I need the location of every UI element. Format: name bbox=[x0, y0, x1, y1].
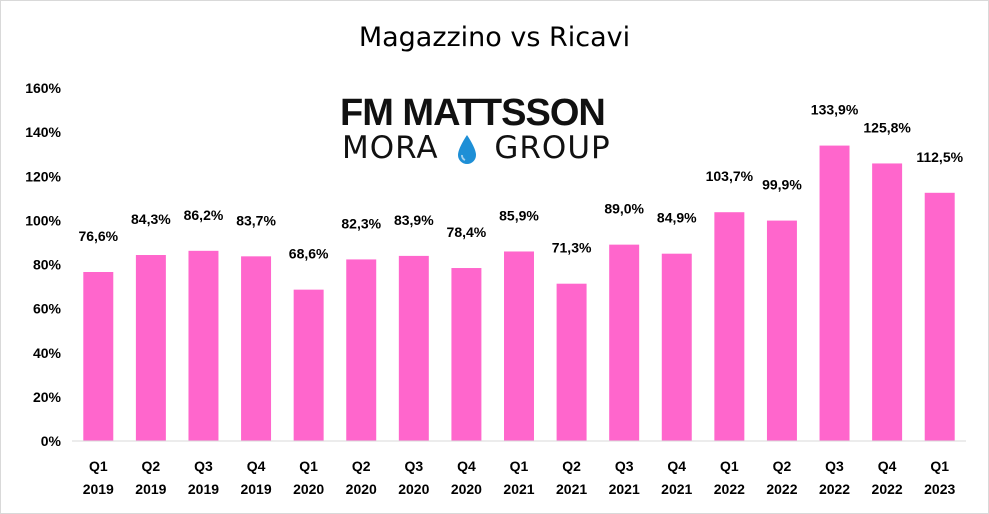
x-tick-label-quarter: Q4 bbox=[457, 458, 476, 474]
bar bbox=[872, 163, 903, 442]
bar bbox=[188, 250, 219, 441]
x-tick-label-quarter: Q3 bbox=[194, 458, 213, 474]
bar bbox=[241, 256, 272, 441]
bar bbox=[556, 283, 587, 441]
bar bbox=[293, 289, 324, 441]
x-tick-label-year: 2020 bbox=[346, 481, 377, 497]
y-tick-label: 100% bbox=[25, 212, 61, 228]
bar bbox=[924, 192, 955, 441]
x-tick-label-year: 2020 bbox=[451, 481, 482, 497]
logo-wordmark-top: FM MATTSSON bbox=[340, 92, 606, 134]
x-tick-label-quarter: Q2 bbox=[562, 458, 581, 474]
data-label: 133,9% bbox=[811, 102, 859, 118]
bar bbox=[398, 255, 429, 441]
data-label: 82,3% bbox=[341, 215, 381, 231]
bar bbox=[346, 259, 377, 441]
y-tick-label: 60% bbox=[33, 301, 62, 317]
x-tick-label-year: 2022 bbox=[872, 481, 903, 497]
bar bbox=[609, 244, 640, 441]
bar bbox=[504, 251, 534, 441]
bar bbox=[661, 253, 692, 441]
x-tick-label-quarter: Q1 bbox=[299, 458, 318, 474]
data-label: 84,3% bbox=[131, 211, 171, 227]
data-label: 83,9% bbox=[394, 212, 434, 228]
bar bbox=[451, 268, 482, 441]
x-tick-label-year: 2021 bbox=[556, 481, 587, 497]
y-tick-label: 80% bbox=[33, 257, 62, 273]
x-tick-label-year: 2020 bbox=[293, 481, 324, 497]
x-tick-label-quarter: Q1 bbox=[930, 458, 949, 474]
bar bbox=[83, 272, 114, 441]
x-tick-label-quarter: Q4 bbox=[247, 458, 266, 474]
x-tick-label-year: 2021 bbox=[503, 481, 534, 497]
data-label: 78,4% bbox=[447, 224, 487, 240]
x-tick-label-quarter: Q1 bbox=[720, 458, 739, 474]
water-drop-icon bbox=[457, 134, 476, 164]
logo-word-left: MORA bbox=[342, 130, 439, 166]
data-label: 83,7% bbox=[236, 212, 276, 228]
y-tick-label: 0% bbox=[41, 433, 62, 449]
x-tick-label-year: 2019 bbox=[188, 481, 219, 497]
x-tick-label-quarter: Q2 bbox=[142, 458, 161, 474]
x-tick-label-year: 2021 bbox=[661, 481, 692, 497]
bar bbox=[714, 212, 745, 441]
x-tick-label-quarter: Q4 bbox=[878, 458, 897, 474]
y-tick-label: 120% bbox=[25, 168, 61, 184]
bar bbox=[766, 220, 797, 441]
y-tick-label: 20% bbox=[33, 389, 62, 405]
chart-title: Magazzino vs Ricavi bbox=[358, 22, 631, 53]
logo-wordmark-bottom: MORA GROUP bbox=[342, 130, 611, 166]
data-label: 125,8% bbox=[863, 119, 911, 135]
x-tick-label-quarter: Q2 bbox=[352, 458, 371, 474]
x-tick-label-year: 2021 bbox=[609, 481, 640, 497]
data-label: 112,5% bbox=[916, 149, 963, 165]
x-tick-label-quarter: Q4 bbox=[667, 458, 686, 474]
data-label: 68,6% bbox=[289, 246, 329, 262]
x-tick-label-quarter: Q2 bbox=[773, 458, 792, 474]
data-label: 103,7% bbox=[706, 168, 754, 184]
data-label: 71,3% bbox=[552, 240, 592, 256]
x-tick-label-year: 2023 bbox=[924, 481, 955, 497]
x-tick-label-quarter: Q1 bbox=[89, 458, 108, 474]
x-tick-label-quarter: Q1 bbox=[510, 458, 529, 474]
logo-word-right: GROUP bbox=[494, 130, 611, 166]
data-label: 84,9% bbox=[657, 210, 697, 226]
data-label: 76,6% bbox=[78, 228, 118, 244]
x-tick-label-year: 2020 bbox=[398, 481, 429, 497]
x-tick-label-quarter: Q3 bbox=[615, 458, 634, 474]
x-tick-label-year: 2019 bbox=[83, 481, 114, 497]
y-tick-label: 140% bbox=[25, 124, 61, 140]
y-tick-label: 40% bbox=[33, 345, 62, 361]
x-tick-label-year: 2019 bbox=[135, 481, 166, 497]
data-label: 86,2% bbox=[184, 207, 224, 223]
x-tick-label-quarter: Q3 bbox=[825, 458, 844, 474]
x-tick-label-quarter: Q3 bbox=[404, 458, 423, 474]
data-label: 85,9% bbox=[499, 207, 539, 223]
x-tick-label-year: 2022 bbox=[766, 481, 797, 497]
bar bbox=[135, 255, 166, 441]
bar bbox=[819, 145, 850, 441]
x-tick-label-year: 2022 bbox=[819, 481, 850, 497]
company-logo: FM MATTSSON MORA GROUP bbox=[340, 92, 660, 172]
data-label: 99,9% bbox=[762, 177, 802, 193]
x-tick-label-year: 2022 bbox=[714, 481, 745, 497]
x-tick-label-year: 2019 bbox=[240, 481, 271, 497]
y-tick-label: 160% bbox=[25, 80, 61, 96]
data-label: 89,0% bbox=[604, 201, 644, 217]
